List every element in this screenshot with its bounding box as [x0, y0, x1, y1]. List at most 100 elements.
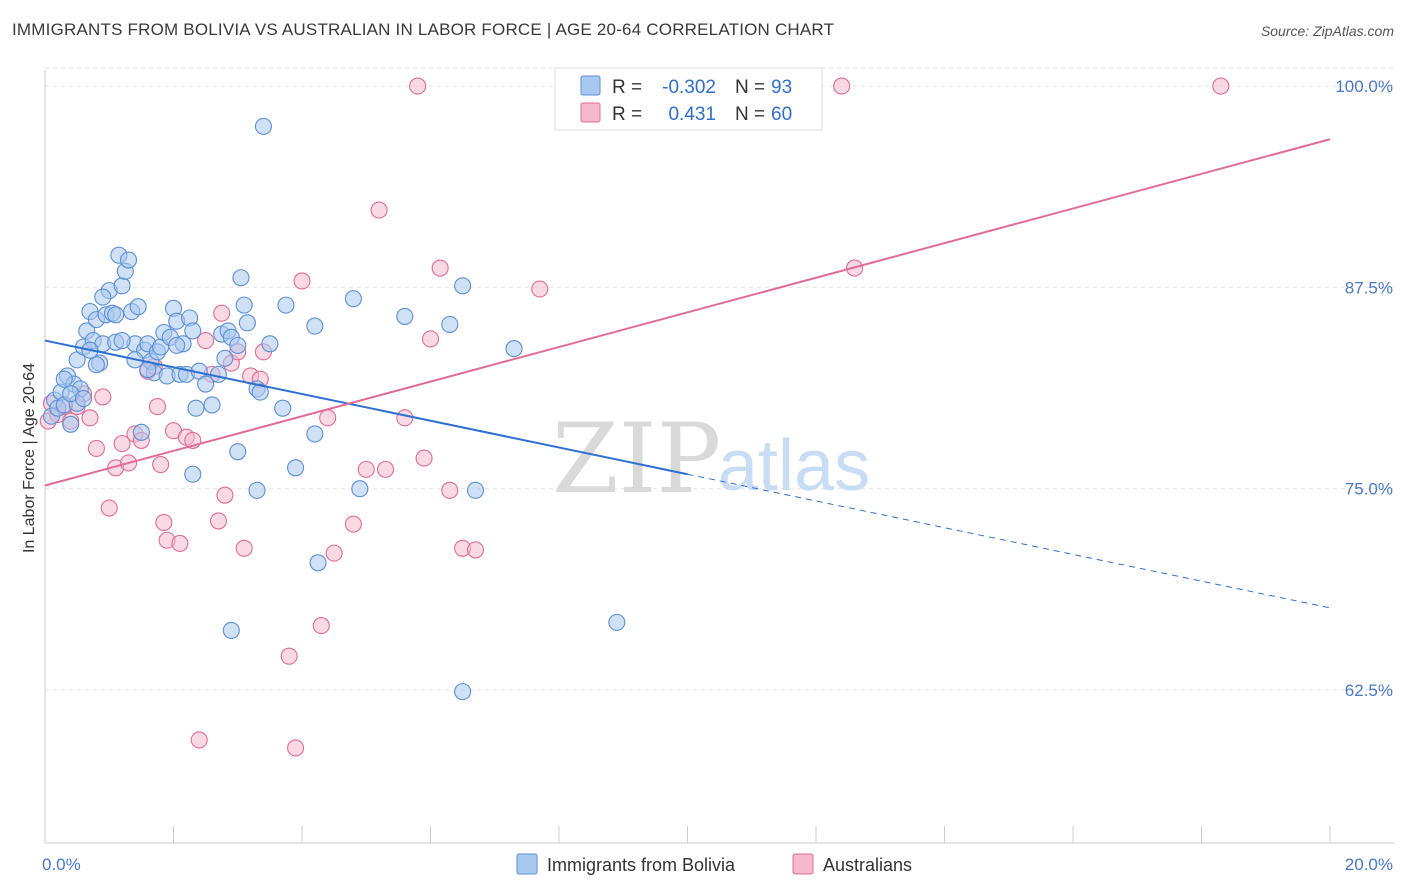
y-tick-label: 100.0%: [1335, 77, 1393, 96]
australians-point: [370, 201, 388, 219]
bolivia-point: [184, 322, 202, 340]
bolivia-point: [277, 296, 295, 314]
y-axis-label: In Labor Force | Age 20-64: [21, 363, 38, 553]
australians-point: [409, 77, 427, 95]
australians-point: [213, 304, 231, 322]
watermark-atlas: atlas: [718, 426, 870, 506]
australians-trend-line: [44, 138, 1331, 487]
bolivia-point: [248, 481, 266, 499]
australians-point: [1212, 77, 1230, 95]
bolivia-point: [113, 331, 131, 350]
bolivia-point: [75, 389, 93, 408]
axes: [44, 70, 1395, 844]
bolivia-point: [344, 290, 362, 308]
bolivia-point: [454, 277, 472, 295]
bolivia-point: [396, 307, 414, 325]
australians-point: [833, 77, 851, 95]
bolivia-point: [197, 375, 215, 393]
watermark-zip: ZIP: [552, 403, 721, 515]
australians-point: [209, 512, 228, 530]
australians-point: [531, 280, 549, 298]
bottom-legend-pink-label: Australians: [823, 855, 912, 875]
bolivia-point: [222, 621, 240, 639]
australians-point: [81, 409, 99, 427]
bolivia-point: [235, 296, 253, 314]
bolivia-point: [132, 423, 150, 441]
bolivia-point: [55, 370, 73, 388]
trend-lines: [44, 138, 1331, 609]
bolivia-point: [216, 349, 234, 367]
bolivia-point: [113, 277, 131, 295]
source-label: Source: ZipAtlas.com: [1260, 23, 1394, 39]
bolivia-point: [209, 365, 228, 383]
australians-point: [190, 731, 208, 749]
legend-blue-r-value: -0.302: [662, 77, 716, 98]
bolivia-point: [94, 288, 112, 306]
series-legend: Immigrants from Bolivia Australians: [516, 853, 912, 875]
bolivia-point: [254, 117, 273, 135]
bottom-legend-pink-swatch: [792, 853, 814, 875]
y-tick-label: 87.5%: [1345, 278, 1393, 297]
legend-pink-n-value: 60: [771, 104, 792, 125]
y-tick-label: 62.5%: [1345, 681, 1393, 700]
y-tick-labels: 62.5% 75.0% 87.5% 100.0%: [1335, 77, 1393, 700]
australians-point: [87, 439, 105, 457]
australians-point: [376, 460, 395, 478]
australians-point: [94, 388, 112, 406]
bolivia-point: [229, 443, 247, 461]
australians-point: [152, 456, 170, 474]
australians-point: [431, 259, 449, 277]
australians-point: [171, 534, 189, 553]
bottom-legend-blue-label: Immigrants from Bolivia: [547, 855, 736, 875]
x-tick-label: 0.0%: [42, 855, 81, 874]
chart-title: IMMIGRANTS FROM BOLIVIA VS AUSTRALIAN IN…: [12, 20, 835, 39]
australians-point: [325, 544, 343, 562]
legend-blue-swatch: [580, 75, 601, 96]
australians-point: [216, 486, 234, 504]
australians-point: [357, 460, 375, 478]
x-tick-labels: 0.0% 20.0%: [42, 855, 1393, 874]
y-tick-label: 75.0%: [1345, 480, 1393, 499]
bolivia-point: [306, 317, 324, 335]
bolivia-point: [119, 251, 138, 269]
bolivia-point: [238, 314, 256, 332]
bolivia-point: [184, 465, 202, 483]
legend-pink-n-label: N =: [735, 104, 765, 125]
bolivia-point: [203, 396, 221, 414]
bolivia-point: [287, 459, 305, 477]
bolivia-point: [87, 356, 105, 374]
bolivia-point: [351, 480, 369, 498]
australians-point: [280, 647, 298, 665]
bolivia-points: [42, 117, 626, 701]
bolivia-point: [232, 269, 250, 287]
bolivia-point: [306, 425, 324, 443]
bolivia-point: [62, 415, 80, 433]
legend-pink-swatch: [580, 102, 601, 123]
bolivia-point: [187, 399, 205, 417]
bolivia-point: [168, 336, 186, 354]
australians-point: [319, 409, 337, 427]
australians-point: [100, 499, 118, 517]
australians-point: [148, 398, 166, 416]
bolivia-point: [229, 336, 247, 354]
legend-blue-n-label: N =: [735, 77, 765, 98]
bolivia-point: [309, 554, 327, 572]
legend-pink-r-label: R =: [612, 104, 642, 125]
australians-point: [415, 449, 433, 467]
bolivia-point: [454, 683, 472, 701]
bolivia-trend-extension: [687, 473, 1331, 609]
australians-point: [396, 409, 414, 427]
bolivia-point: [129, 298, 147, 316]
bolivia-point: [608, 613, 626, 631]
x-tick-label: 20.0%: [1345, 855, 1393, 874]
australians-point: [235, 539, 253, 557]
bolivia-point: [107, 306, 125, 324]
australians-point: [421, 330, 440, 348]
bolivia-trend-line: [44, 339, 688, 476]
australians-point: [344, 515, 362, 533]
australians-point: [113, 435, 131, 453]
bottom-legend-blue-swatch: [516, 853, 538, 875]
legend-blue-n-value: 93: [771, 77, 792, 98]
bolivia-point: [466, 481, 485, 499]
